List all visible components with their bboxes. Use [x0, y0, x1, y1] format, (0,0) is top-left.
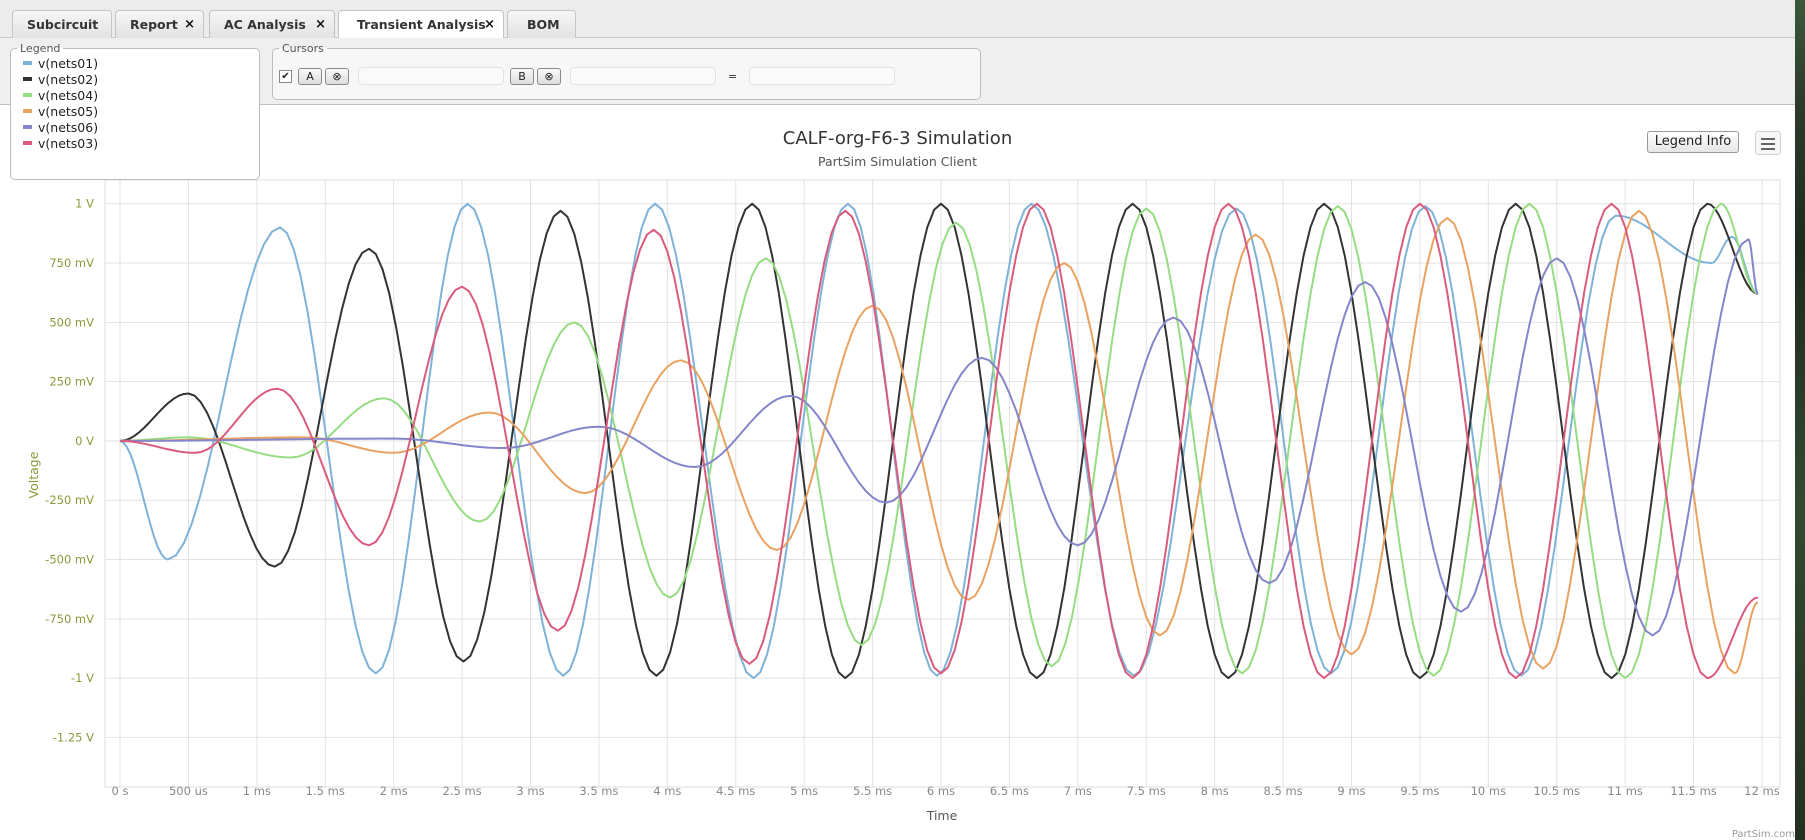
series-line-vnets01[interactable] [119, 202, 1759, 680]
cursor-b-value [570, 67, 716, 85]
tab-label: Report [130, 17, 178, 32]
cursor-a-button[interactable]: A [298, 67, 322, 85]
legend-item[interactable]: v(nets02) [11, 71, 259, 87]
x-tick-label: 500 us [169, 784, 208, 798]
cursors-panel: Cursors ✔ A ⊗ B ⊗ = [272, 42, 981, 100]
legend-item[interactable]: v(nets05) [11, 103, 259, 119]
cursors-enable-checkbox[interactable]: ✔ [279, 69, 292, 83]
close-icon[interactable]: × [184, 17, 195, 32]
close-icon[interactable]: × [484, 17, 495, 32]
x-tick-label: 2 ms [380, 784, 408, 798]
x-tick-label: 10 ms [1471, 784, 1506, 798]
equals-sign: = [728, 69, 738, 83]
chart-title: CALF-org-F6-3 Simulation [782, 128, 1013, 149]
legend-item-label: v(nets03) [38, 135, 99, 151]
tab-ac-analysis[interactable]: AC Analysis × [209, 10, 335, 38]
series-line-vnets05[interactable] [120, 209, 1759, 675]
tab-label: Subcircuit [27, 17, 99, 32]
x-tick-label: 8.5 ms [1264, 784, 1303, 798]
legend-item[interactable]: v(nets06) [11, 119, 259, 135]
tab-subcircuit[interactable]: Subcircuit [12, 10, 112, 38]
cursor-controls: ✔ A ⊗ B ⊗ = [279, 67, 901, 85]
tab-label: BOM [527, 17, 560, 32]
tab-report[interactable]: Report × [115, 10, 204, 38]
legend-item-label: v(nets02) [38, 71, 99, 87]
legend-panel: Legend v(nets01) v(nets02) v(nets04) v(nets… [10, 42, 260, 180]
legend-swatch [23, 125, 32, 129]
x-tick-label: 3.5 ms [579, 784, 618, 798]
legend-item-label: v(nets04) [38, 87, 99, 103]
y-tick-label: 250 mV [49, 375, 94, 389]
legend-item[interactable]: v(nets01) [11, 55, 259, 71]
x-tick-label: 8 ms [1201, 784, 1229, 798]
x-tick-label: 1.5 ms [306, 784, 345, 798]
legend-item-label: v(nets01) [38, 55, 99, 71]
plot-background [104, 179, 1781, 788]
x-tick-label: 0 s [112, 784, 129, 798]
series-line-vnets04[interactable] [120, 202, 1759, 680]
window-edge [1795, 0, 1805, 840]
x-tick-label: 11.5 ms [1670, 784, 1716, 798]
transient-chart[interactable]: 0 s 500 us 1 ms 1.5 ms 2 ms 2.5 ms 3 ms 3.5 ms 4… [0, 105, 1795, 840]
y-tick-label: 500 mV [49, 315, 94, 329]
y-tick-label: 0 V [75, 434, 94, 448]
y-tick-label: 750 mV [49, 256, 94, 270]
x-tick-label: 6.5 ms [990, 784, 1029, 798]
chart-menu-icon[interactable] [1755, 131, 1781, 155]
cursor-b-button[interactable]: B [510, 67, 534, 85]
y-tick-label: -1.25 V [53, 730, 94, 744]
x-tick-label: 5 ms [790, 784, 818, 798]
clear-cursor-a-icon[interactable]: ⊗ [325, 67, 349, 85]
x-tick-label: 10.5 ms [1534, 784, 1580, 798]
legend-item-label: v(nets06) [38, 119, 99, 135]
tab-label: Transient Analysis [357, 17, 486, 32]
legend-info-button[interactable]: Legend Info [1647, 131, 1739, 153]
legend-swatch [23, 141, 32, 145]
chart-subtitle: PartSim Simulation Client [818, 154, 977, 169]
tab-bar: Subcircuit Report × AC Analysis × Transi… [0, 0, 1805, 39]
x-tick-label: 7 ms [1064, 784, 1092, 798]
series-line-vnets02[interactable] [119, 202, 1759, 680]
legend-panel-title: Legend [20, 42, 61, 55]
chart-area: 0 s 500 us 1 ms 1.5 ms 2 ms 2.5 ms 3 ms 3.5 ms 4… [0, 105, 1805, 840]
legend-swatch [23, 77, 32, 81]
cursors-panel-title: Cursors [282, 42, 324, 55]
clear-cursor-b-icon[interactable]: ⊗ [537, 67, 561, 85]
legend-item-label: v(nets05) [38, 103, 99, 119]
close-icon[interactable]: × [315, 17, 326, 32]
x-tick-label: 4.5 ms [716, 784, 755, 798]
x-tick-label: 2.5 ms [443, 784, 482, 798]
x-tick-label: 6 ms [927, 784, 955, 798]
series-line-vnets06[interactable] [120, 238, 1759, 637]
tab-transient-analysis[interactable]: Transient Analysis × [338, 10, 504, 39]
x-tick-label: 4 ms [653, 784, 681, 798]
y-tick-label: -750 mV [45, 612, 94, 626]
x-tick-label: 9.5 ms [1400, 784, 1439, 798]
y-tick-label: -500 mV [45, 553, 94, 567]
legend-swatch [23, 61, 32, 65]
legend-swatch [23, 109, 32, 113]
x-tick-label: 1 ms [243, 784, 271, 798]
y-tick-label: 1 V [75, 197, 94, 211]
x-tick-label: 5.5 ms [853, 784, 892, 798]
y-tick-label: -1 V [71, 671, 94, 685]
cursor-delta-value [749, 67, 896, 85]
partsim-credit[interactable]: PartSim.com [1731, 829, 1795, 840]
x-tick-label: 12 ms [1744, 784, 1779, 798]
x-tick-label: 11 ms [1607, 784, 1642, 798]
y-axis-title: Voltage [26, 451, 41, 498]
x-tick-label: 3 ms [516, 784, 544, 798]
x-axis-title: Time [926, 808, 958, 823]
legend-list: v(nets01) v(nets02) v(nets04) v(nets05) v(ne… [11, 55, 259, 151]
y-tick-label: -250 mV [45, 493, 94, 507]
series-line-vnets03[interactable] [119, 202, 1759, 680]
legend-swatch [23, 93, 32, 97]
legend-item[interactable]: v(nets04) [11, 87, 259, 103]
cursor-a-value [358, 67, 504, 85]
legend-item[interactable]: v(nets03) [11, 135, 259, 151]
tab-bom[interactable]: BOM [507, 10, 576, 38]
x-tick-label: 7.5 ms [1127, 784, 1166, 798]
x-tick-label: 9 ms [1337, 784, 1365, 798]
tab-label: AC Analysis [224, 17, 306, 32]
